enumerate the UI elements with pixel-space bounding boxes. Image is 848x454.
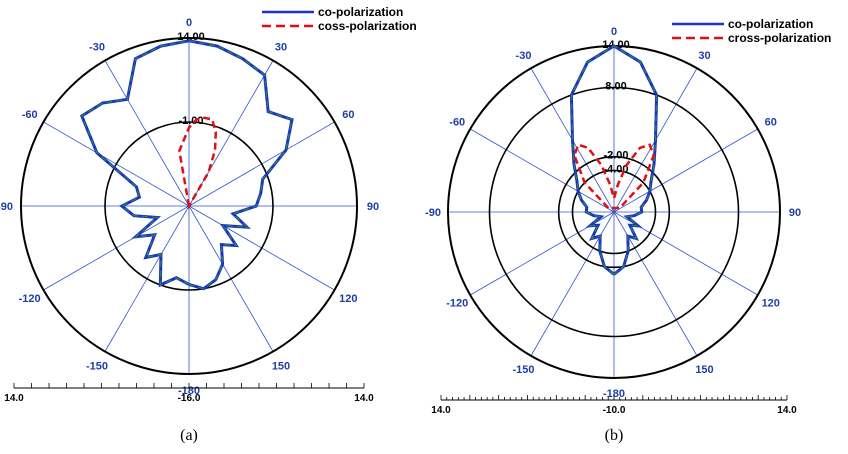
ring-label: 8.00 (605, 81, 626, 93)
grid-ring (20, 37, 358, 375)
grid-ring (104, 121, 274, 291)
angle-label: -60 (22, 109, 38, 121)
scale-label: -16.0 (178, 393, 201, 404)
angle-label: -120 (446, 298, 468, 310)
chart-panel-b: 0306090120150-180-150-120-90-60-3014.008… (425, 17, 831, 444)
scale-label: -10.0 (603, 405, 626, 416)
scale-label: 14.0 (431, 405, 451, 416)
angle-label: 0 (611, 26, 617, 38)
spoke-line (470, 128, 615, 213)
co-polarization-inner-line (570, 45, 658, 275)
legend-label: cross-polarization (728, 31, 831, 45)
grid-ring (571, 169, 657, 255)
spoke-line (613, 128, 758, 213)
angle-label: 120 (339, 293, 357, 305)
angle-label: -30 (89, 42, 105, 54)
angle-label: 90 (367, 201, 379, 213)
angle-label: -60 (449, 117, 465, 129)
angle-label: 150 (695, 364, 713, 376)
grid-ring (488, 86, 740, 338)
spoke-line (613, 211, 698, 356)
angle-label: 90 (789, 207, 801, 219)
panel-caption: (b) (605, 427, 624, 444)
panel-caption: (a) (180, 427, 198, 444)
legend-label: coss-polarization (318, 19, 417, 33)
angle-label: -120 (19, 293, 41, 305)
scale-label: 14.0 (4, 393, 24, 404)
angle-label: -90 (0, 201, 13, 213)
legend-label: co-polarization (728, 17, 813, 31)
ring-label: 14.00 (177, 31, 205, 43)
angle-label: 30 (275, 42, 287, 54)
angle-label: 30 (698, 50, 710, 62)
cross-polarization-line (178, 116, 218, 210)
angle-label: 120 (762, 298, 780, 310)
angle-label: 60 (765, 117, 777, 129)
ring-label: -2.00 (603, 150, 628, 162)
grid-ring (557, 155, 671, 269)
cross-polarization-line (572, 143, 656, 210)
angle-label: -150 (86, 360, 108, 372)
angle-label: 150 (272, 360, 290, 372)
ring-label: -1.00 (178, 115, 203, 127)
legend-label: co-polarization (318, 5, 403, 19)
spoke-line (530, 211, 615, 356)
scale-label: 14.0 (777, 405, 797, 416)
angle-label: -150 (512, 364, 534, 376)
ring-label: -4.00 (603, 164, 628, 176)
angle-label: -30 (516, 50, 532, 62)
angle-label: 60 (342, 109, 354, 121)
angle-label: 0 (186, 17, 192, 29)
chart-panel-a: 0306090120150-180-150-120-90-60-3014.00-… (0, 5, 417, 444)
angle-label: -90 (425, 207, 441, 219)
co-polarization-inner-line (81, 40, 293, 290)
scale-label: 14.0 (354, 393, 374, 404)
